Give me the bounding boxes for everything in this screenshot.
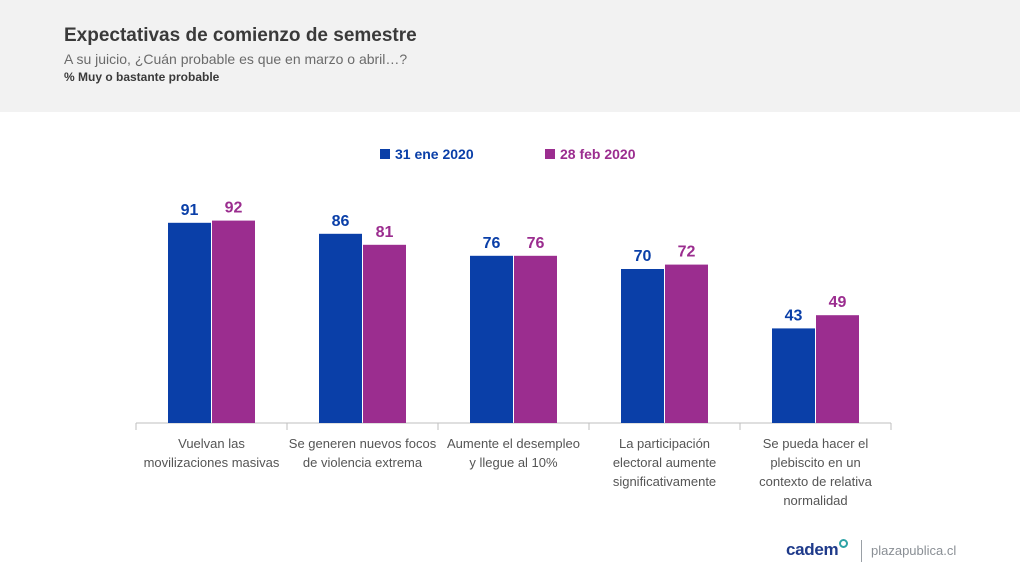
data-label-series-2: 81 — [376, 224, 394, 241]
bar-series-2 — [816, 315, 859, 423]
bar-series-2 — [514, 255, 557, 423]
page-note: % Muy o bastante probable — [64, 70, 220, 84]
data-label-series-1: 76 — [483, 235, 501, 252]
footer-divider — [861, 540, 862, 562]
category-label: La participación electoral aumente signifi… — [613, 436, 716, 489]
bar-series-1 — [621, 269, 664, 423]
data-label-series-1: 91 — [181, 202, 199, 219]
legend-label-series-1: 31 ene 2020 — [395, 146, 474, 162]
legend-item-series-2: 28 feb 2020 — [545, 146, 636, 162]
bar-series-1 — [168, 222, 211, 423]
category-label: Se pueda hacer el plebiscito en un context… — [759, 436, 873, 508]
bar-series-1 — [319, 233, 362, 423]
page-subtitle: A su juicio, ¿Cuán probable es que en ma… — [64, 51, 408, 67]
data-label-series-1: 86 — [332, 213, 350, 230]
data-label-series-1: 43 — [785, 307, 803, 324]
cadem-logo-mark-icon — [839, 539, 849, 548]
cadem-logo-text: cadem — [786, 540, 839, 559]
data-label-series-2: 49 — [829, 294, 847, 311]
data-label-series-2: 76 — [527, 235, 545, 252]
chart-legend: 31 ene 2020 28 feb 2020 — [0, 146, 1020, 166]
legend-item-series-1: 31 ene 2020 — [380, 146, 474, 162]
bar-series-2 — [665, 264, 708, 423]
data-label-series-1: 70 — [634, 248, 652, 265]
category-label: Se generen nuevos focos de violencia extr… — [289, 436, 437, 470]
bar-series-2 — [363, 244, 406, 423]
legend-swatch-series-1 — [380, 149, 390, 159]
cadem-logo: cadem — [786, 539, 849, 560]
page-title: Expectativas de comienzo de semestre — [64, 25, 417, 46]
legend-swatch-series-2 — [545, 149, 555, 159]
header-band: Expectativas de comienzo de semestre A s… — [0, 0, 1020, 112]
bar-series-1 — [772, 328, 815, 423]
footer-site: plazapublica.cl — [871, 543, 957, 558]
bar-series-1 — [470, 255, 513, 423]
category-label: Aumente el desempleo y llegue al 10% — [447, 436, 580, 470]
legend-label-series-2: 28 feb 2020 — [560, 146, 636, 162]
data-label-series-2: 92 — [225, 200, 243, 217]
data-label-series-2: 72 — [678, 244, 696, 261]
category-label: Vuelvan las movilizaciones masivas — [144, 436, 280, 470]
bar-series-2 — [212, 220, 255, 423]
